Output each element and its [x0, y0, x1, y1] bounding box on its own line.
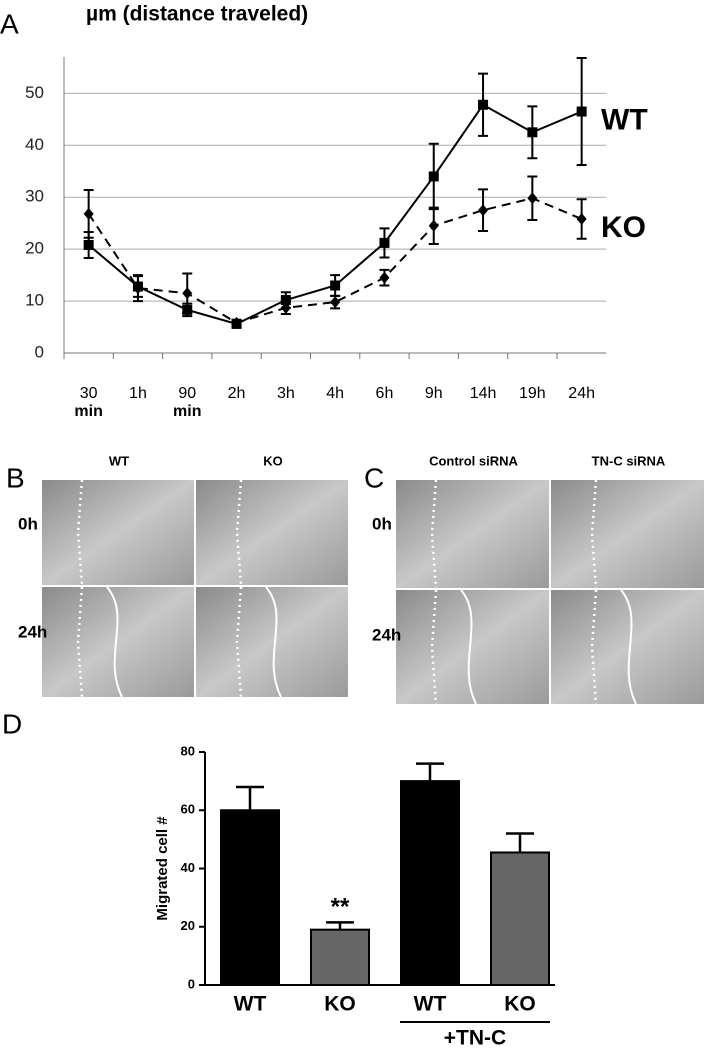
marker [576, 213, 587, 226]
wound-edge [430, 479, 438, 589]
y-tick-label: 80 [181, 743, 195, 758]
y-tick-label: 30 [25, 187, 44, 206]
marker [132, 282, 143, 295]
column-label: TN-C siRNA [592, 453, 666, 468]
migration-front [620, 589, 637, 705]
y-tick-label: 40 [25, 135, 44, 154]
y-tick-label: 0 [35, 342, 44, 361]
marker [478, 99, 489, 110]
micrograph [551, 480, 704, 588]
marker [428, 171, 439, 182]
micrograph [42, 480, 194, 585]
y-tick-label: 10 [25, 291, 44, 310]
panel-letter: A [0, 8, 19, 39]
y-tick-label: 0 [188, 976, 195, 991]
x-tick-label: 19h [519, 385, 546, 402]
column-label: KO [263, 453, 283, 468]
micrograph [396, 590, 549, 704]
marker [379, 271, 390, 284]
error-bar [326, 921, 354, 930]
bar [220, 809, 280, 986]
error-bar [416, 762, 444, 782]
x-tick-label: 9h [425, 385, 443, 402]
micrograph [551, 590, 704, 704]
panel-letter: D [2, 708, 22, 739]
series-label: WT [601, 103, 648, 136]
marker [231, 316, 242, 329]
x-tick-label: KO [504, 993, 536, 1016]
marker [280, 301, 291, 314]
x-tick-label: 3h [277, 385, 295, 402]
panel-letter: B [6, 462, 25, 493]
micrograph [196, 480, 348, 585]
y-tick-label: 50 [25, 83, 44, 102]
marker [83, 207, 94, 220]
panel-letter: C [364, 462, 384, 493]
row-label: 24h [18, 622, 47, 641]
y-tick-label: 20 [181, 918, 195, 933]
marker [330, 280, 341, 291]
migration-front [265, 586, 282, 698]
series-line [87, 197, 583, 324]
marker [280, 295, 291, 306]
marker [527, 127, 538, 138]
micrograph [396, 480, 549, 588]
wound-edge [235, 586, 243, 698]
x-tick-label: 30 min [74, 385, 102, 420]
row-label: 0h [18, 514, 38, 533]
y-axis-label: Migrated cell # [154, 816, 171, 921]
row-label: 0h [372, 514, 392, 533]
y-tick-label: 60 [181, 802, 195, 817]
marker [330, 296, 341, 309]
chart-title: µm (distance traveled) [86, 3, 308, 26]
x-tick-label: KO [324, 993, 356, 1016]
wound-edge [430, 589, 438, 705]
x-tick-label: 2h [228, 385, 246, 402]
marker [576, 106, 587, 117]
bar [310, 928, 370, 986]
wound-edge [76, 586, 84, 698]
x-tick-label: 14h [470, 385, 497, 402]
wound-edge [590, 589, 598, 705]
error-bar [236, 785, 264, 811]
y-tick-label: 40 [181, 860, 195, 875]
marker [83, 239, 94, 250]
marker [428, 219, 439, 232]
column-label: Control siRNA [429, 453, 518, 468]
x-tick-label: 1h [129, 385, 147, 402]
error-bar [506, 832, 534, 853]
marker [182, 287, 193, 300]
column-label: WT [109, 453, 129, 468]
micrograph [42, 587, 194, 697]
group-label: +TN-C [444, 1027, 506, 1050]
marker [379, 237, 390, 248]
bar [400, 780, 460, 986]
x-tick-label: WT [414, 993, 447, 1016]
x-tick-label: 24h [568, 385, 595, 402]
bar [490, 851, 550, 987]
micrograph [196, 587, 348, 697]
y-tick-label: 20 [25, 239, 44, 258]
series-label: KO [601, 211, 646, 244]
migration-front [106, 586, 123, 698]
wound-edge [590, 479, 598, 589]
x-tick-label: 90 min [173, 385, 201, 420]
marker [527, 192, 538, 205]
annotation: ** [331, 894, 350, 921]
x-tick-label: 6h [376, 385, 394, 402]
x-tick-label: WT [234, 993, 267, 1016]
x-tick-label: 4h [326, 385, 344, 402]
row-label: 24h [372, 625, 401, 644]
marker [478, 204, 489, 217]
migration-front [460, 589, 477, 705]
